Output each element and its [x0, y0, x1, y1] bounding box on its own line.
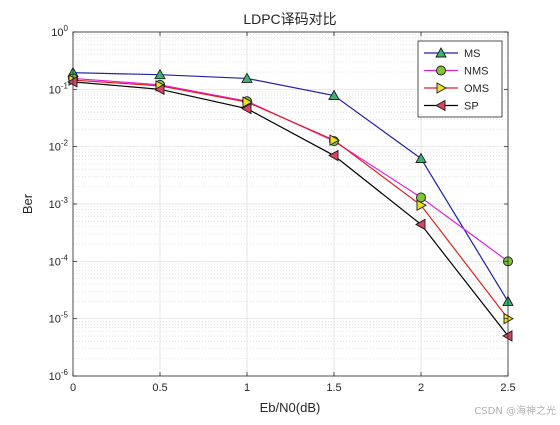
y-tick-base: 10: [49, 142, 61, 154]
y-tick-base: 10: [51, 27, 63, 39]
data-point-sp: [67, 76, 78, 88]
y-tick-label: 10-4: [49, 253, 69, 268]
x-tick-label: 1.5: [326, 382, 341, 394]
x-tick-label: 0.5: [152, 382, 167, 394]
data-point-ms: [415, 152, 427, 164]
data-point-nms: [416, 192, 426, 203]
data-point-sp: [415, 218, 426, 231]
x-tick-label: 2: [418, 382, 424, 394]
y-tick-exponent: -2: [61, 139, 69, 148]
y-tick-label: 10-6: [49, 368, 69, 383]
y-tick-base: 10: [49, 371, 61, 383]
data-point-ms: [328, 89, 340, 100]
y-tick-label: 10-3: [49, 196, 69, 211]
y-tick-exponent: -1: [61, 81, 69, 90]
data-point-sp: [154, 83, 165, 96]
data-point-sp: [502, 330, 513, 342]
series-markers: [67, 66, 514, 342]
y-tick-label: 10-1: [49, 81, 69, 96]
series-line-oms: [72, 79, 509, 320]
y-tick-exponent: -5: [61, 311, 69, 320]
data-point-ms: [241, 72, 253, 83]
data-point-ms: [154, 68, 166, 80]
grid: [72, 31, 509, 377]
legend-label-sp: SP: [464, 101, 479, 113]
legend-marker-sp: [435, 99, 446, 112]
series-line-sp: [72, 81, 509, 337]
series-lines: [72, 72, 509, 337]
x-tick-label: 2.5: [500, 382, 515, 394]
data-point-oms: [242, 96, 253, 108]
y-tick-base: 10: [49, 314, 61, 326]
x-axis-label: Eb/N0(dB): [260, 400, 321, 415]
y-axis-label: Ber: [20, 193, 35, 214]
y-tick-exponent: -3: [61, 196, 69, 205]
y-tick-label: 10-2: [49, 139, 69, 154]
legend-label-ms: MS: [464, 48, 481, 60]
x-tick-label: 0: [70, 382, 76, 394]
y-tick-label: 100: [51, 24, 68, 39]
y-tick-base: 10: [49, 199, 61, 211]
data-point-sp: [328, 149, 339, 162]
legend-marker-ms: [435, 47, 447, 58]
x-ticks: 0 0.5 1 1.5 2 2.5: [70, 32, 516, 394]
watermark: CSDN @海神之光: [474, 406, 556, 417]
data-point-oms: [329, 134, 340, 146]
legend-marker-oms: [436, 82, 447, 94]
legend-marker-nms: [436, 65, 446, 76]
y-tick-exponent: -4: [61, 253, 69, 262]
y-tick-exponent: -6: [61, 368, 69, 377]
legend: MS NMS OMS SP: [417, 40, 503, 118]
y-tick-base: 10: [49, 256, 61, 268]
y-tick-label: 10-5: [49, 311, 69, 326]
chart-title: LDPC译码对比: [243, 11, 336, 27]
x-tick-label: 1: [244, 382, 250, 394]
y-tick-exponent: 0: [64, 24, 69, 33]
data-point-oms: [416, 199, 427, 212]
legend-label-nms: NMS: [464, 66, 488, 78]
y-tick-base: 10: [49, 84, 61, 96]
legend-box: [417, 40, 503, 118]
series-line-ms: [72, 72, 509, 302]
legend-label-oms: OMS: [464, 83, 489, 95]
data-point-sp: [241, 102, 252, 115]
